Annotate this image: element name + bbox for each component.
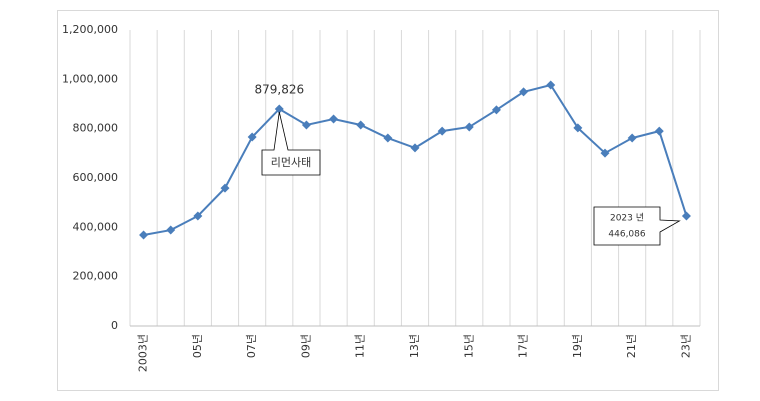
value-label: 879,826	[254, 82, 304, 96]
marker	[139, 230, 149, 240]
x-tick-label: 23년	[679, 334, 692, 358]
y-tick-label: 600,000	[73, 171, 119, 184]
x-tick-label: 15년	[462, 334, 475, 358]
annotation: 리먼사태	[271, 156, 311, 169]
marker	[356, 120, 366, 130]
annotation: 2023 년	[610, 213, 644, 224]
marker	[654, 126, 664, 136]
y-tick-label: 200,000	[73, 270, 119, 283]
marker	[193, 211, 203, 221]
x-tick-label: 17년	[517, 334, 530, 358]
marker	[600, 148, 610, 158]
value-label: 446,086	[608, 230, 645, 240]
x-tick-label: 21년	[625, 334, 638, 358]
chart-border	[57, 10, 719, 391]
y-tick-label: 1,200,000	[62, 23, 118, 36]
x-tick-label: 09년	[299, 334, 312, 358]
marker	[437, 126, 447, 136]
marker	[410, 143, 420, 153]
x-tick-label: 11년	[354, 334, 367, 358]
x-tick-label: 2003년	[137, 334, 150, 372]
marker	[301, 120, 311, 130]
y-tick-label: 400,000	[73, 220, 119, 233]
marker	[329, 114, 339, 124]
marker	[220, 183, 230, 193]
marker	[166, 225, 176, 235]
marker	[464, 122, 474, 132]
marker	[491, 105, 501, 115]
x-tick-label: 19년	[571, 334, 584, 358]
callout	[261, 111, 321, 176]
marker	[274, 104, 284, 114]
marker	[383, 133, 393, 143]
callout	[593, 206, 681, 246]
y-tick-label: 1,000,000	[62, 72, 118, 85]
marker	[546, 80, 556, 90]
marker	[627, 133, 637, 143]
marker	[681, 211, 691, 221]
marker	[519, 87, 529, 97]
x-tick-label: 05년	[191, 334, 204, 358]
y-tick-label: 800,000	[73, 122, 119, 135]
y-tick-label: 0	[111, 319, 118, 332]
x-tick-label: 13년	[408, 334, 421, 358]
marker	[247, 132, 257, 142]
marker	[573, 123, 583, 133]
x-tick-label: 07년	[245, 334, 258, 358]
